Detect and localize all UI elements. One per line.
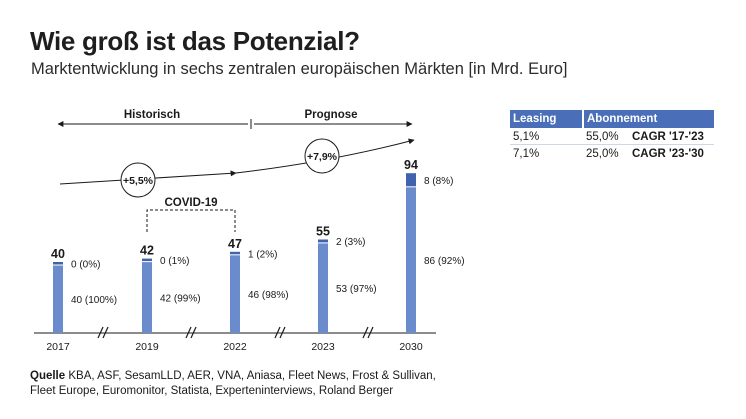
total-label-2017: 40 <box>51 247 65 261</box>
axis-break-1 <box>97 326 109 339</box>
bar-abonnement-2019 <box>142 258 152 262</box>
axis-break-3 <box>274 326 286 339</box>
cagr-legend-table: Leasing Abonnement 5,1% 55,0% CAGR '17-'… <box>510 110 714 161</box>
abonnement-label-2030: 8 (8%) <box>424 176 453 187</box>
legend-row: 5,1% 55,0% CAGR '17-'23 <box>510 128 714 145</box>
source-prefix: Quelle <box>30 370 66 382</box>
bar-leasing-2019 <box>142 261 152 333</box>
legend-abo-cagr-2: 25,0% <box>583 144 629 161</box>
bar-leasing-2017 <box>53 265 63 333</box>
legend-abo-cagr-1: 55,0% <box>586 131 619 143</box>
bars-group: 40 40 (100%) 0 (0%) 2017 42 42 (99%) 0 (1%) 201… <box>46 158 464 353</box>
total-label-2022: 47 <box>228 237 242 251</box>
category-label-2022: 2022 <box>223 341 247 353</box>
legend-period-2: CAGR '23-'30 <box>629 144 714 161</box>
bar-leasing-2022 <box>230 254 240 333</box>
bar-abonnement-2023 <box>318 239 328 243</box>
bar-abonnement-2030 <box>406 173 416 187</box>
cagr-prog-circle <box>304 138 340 174</box>
source-text: KBA, ASF, SesamLLD, AER, VNA, Aniasa, Fl… <box>30 370 436 397</box>
category-label-2023: 2023 <box>311 341 335 353</box>
cagr-hist-circle <box>120 162 156 198</box>
covid-bracket <box>146 209 236 232</box>
cagr-prog-label: +7,9% <box>307 151 338 163</box>
legend-period-1: CAGR '17-'23 <box>632 131 704 143</box>
legend-leasing-cagr-1: 5,1% <box>513 131 540 143</box>
bar-leasing-2030 <box>406 186 416 333</box>
leasing-label-2017: 40 (100%) <box>71 295 117 306</box>
abonnement-label-2022: 1 (2%) <box>248 249 277 260</box>
category-label-2019: 2019 <box>135 341 159 353</box>
legend-leasing-cagr-2: 7,1% <box>510 144 583 161</box>
bar-abonnement-2017 <box>53 262 63 265</box>
abonnement-label-2017: 0 (0%) <box>71 260 100 271</box>
bar-abonnement-2022 <box>230 251 240 255</box>
legend-header-leasing: Leasing <box>510 110 583 128</box>
prognose-label: Prognose <box>304 109 357 121</box>
leasing-label-2030: 86 (92%) <box>424 256 465 267</box>
axis-break-2 <box>185 326 197 339</box>
covid-label: COVID-19 <box>164 197 217 209</box>
source-note: Quelle KBA, ASF, SesamLLD, AER, VNA, Ani… <box>30 369 450 399</box>
legend-row: 7,1% 25,0% CAGR '23-'30 <box>510 144 714 161</box>
total-label-2023: 55 <box>316 225 330 239</box>
category-label-2030: 2030 <box>399 341 423 353</box>
leasing-label-2019: 42 (99%) <box>160 293 201 304</box>
leasing-label-2022: 46 (98%) <box>248 290 289 301</box>
page-title: Wie groß ist das Potenzial? <box>30 26 360 56</box>
abonnement-label-2019: 0 (1%) <box>160 256 189 267</box>
total-label-2019: 42 <box>140 244 154 258</box>
abonnement-label-2023: 2 (3%) <box>336 237 365 248</box>
page-subtitle: Marktentwicklung in sechs zentralen euro… <box>31 60 568 78</box>
total-label-2030: 94 <box>404 158 418 172</box>
cagr-hist-label: +5,5% <box>123 175 154 187</box>
historisch-label: Historisch <box>124 109 180 121</box>
legend-header-abonnement: Abonnement <box>582 110 714 128</box>
leasing-label-2023: 53 (97%) <box>336 284 377 295</box>
bar-leasing-2023 <box>318 242 328 333</box>
axis-break-4 <box>362 326 374 339</box>
category-label-2017: 2017 <box>46 341 70 353</box>
